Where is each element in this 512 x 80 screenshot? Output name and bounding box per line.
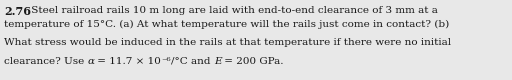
Text: E: E — [214, 57, 221, 66]
Text: = 11.7 × 10: = 11.7 × 10 — [95, 57, 161, 66]
Text: Steel railroad rails 10 m long are laid with end-to-end clearance of 3 mm at a: Steel railroad rails 10 m long are laid … — [28, 6, 438, 15]
Text: temperature of 15°C. (a) At what temperature will the rails just come in contact: temperature of 15°C. (a) At what tempera… — [4, 20, 449, 29]
Text: clearance? Use: clearance? Use — [4, 57, 88, 66]
Text: = 200 GPa.: = 200 GPa. — [221, 57, 284, 66]
Text: What stress would be induced in the rails at that temperature if there were no i: What stress would be induced in the rail… — [4, 38, 451, 47]
Text: 2.76: 2.76 — [4, 6, 31, 17]
Text: α: α — [88, 57, 95, 66]
Text: ⁻⁶: ⁻⁶ — [161, 57, 171, 66]
Text: /°C and: /°C and — [171, 57, 214, 66]
